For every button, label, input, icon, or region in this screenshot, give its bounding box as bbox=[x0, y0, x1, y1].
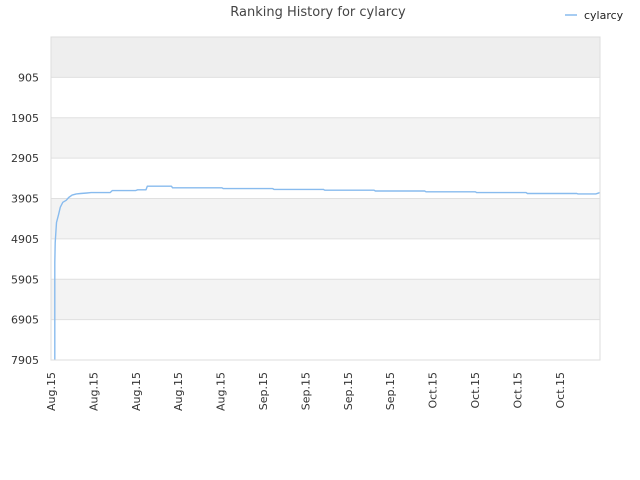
y-tick-label: 4905 bbox=[11, 233, 39, 246]
background-band bbox=[51, 77, 600, 118]
background-band bbox=[51, 117, 600, 159]
x-tick-label: Sep.15 bbox=[299, 372, 312, 410]
x-tick-label: Aug.15 bbox=[215, 372, 228, 411]
plot-area-frame bbox=[50, 36, 601, 361]
x-tick-label: Aug.15 bbox=[45, 372, 58, 411]
background-band bbox=[51, 279, 600, 320]
x-tick-label: Oct.15 bbox=[554, 372, 567, 409]
x-tick-label: Oct.15 bbox=[469, 372, 482, 409]
y-tick-label: 905 bbox=[18, 71, 39, 84]
y-tick-label: 3905 bbox=[11, 193, 39, 206]
legend-label-cylarcy: cylarcy bbox=[584, 9, 624, 22]
y-axis-tick-labels: 905 1905 2905 3905 4905 5905 6905 7905 bbox=[11, 71, 39, 367]
series-lines bbox=[54, 185, 601, 360]
x-tick-label: Aug.15 bbox=[130, 372, 143, 411]
x-tick-label: Sep.15 bbox=[342, 372, 355, 410]
x-tick-label: Aug.15 bbox=[172, 372, 185, 411]
background-band bbox=[51, 198, 600, 239]
x-tick-label: Oct.15 bbox=[511, 372, 524, 409]
x-tick-label: Aug.15 bbox=[87, 372, 100, 411]
background-band bbox=[51, 37, 600, 78]
y-tick-label: 1905 bbox=[11, 112, 39, 125]
y-tick-label: 6905 bbox=[11, 314, 39, 327]
x-tick-label: Sep.15 bbox=[384, 372, 397, 410]
x-tick-label: Oct.15 bbox=[427, 372, 440, 409]
x-axis-tick-labels: Aug.15 Aug.15 Aug.15 Aug.15 Aug.15 Sep.15 Sep.… bbox=[45, 372, 567, 411]
background-band bbox=[51, 158, 600, 199]
plot-background-bands bbox=[51, 37, 600, 360]
background-band bbox=[51, 319, 600, 360]
x-tick-label: Sep.15 bbox=[257, 372, 270, 410]
y-tick-label: 5905 bbox=[11, 273, 39, 286]
legend: cylarcy bbox=[565, 9, 624, 22]
y-tick-label: 7905 bbox=[11, 354, 39, 367]
y-tick-label: 2905 bbox=[11, 152, 39, 165]
background-band bbox=[51, 238, 600, 280]
series-line-cylarcy bbox=[54, 185, 601, 360]
chart-title: Ranking History for cylarcy bbox=[230, 5, 406, 20]
